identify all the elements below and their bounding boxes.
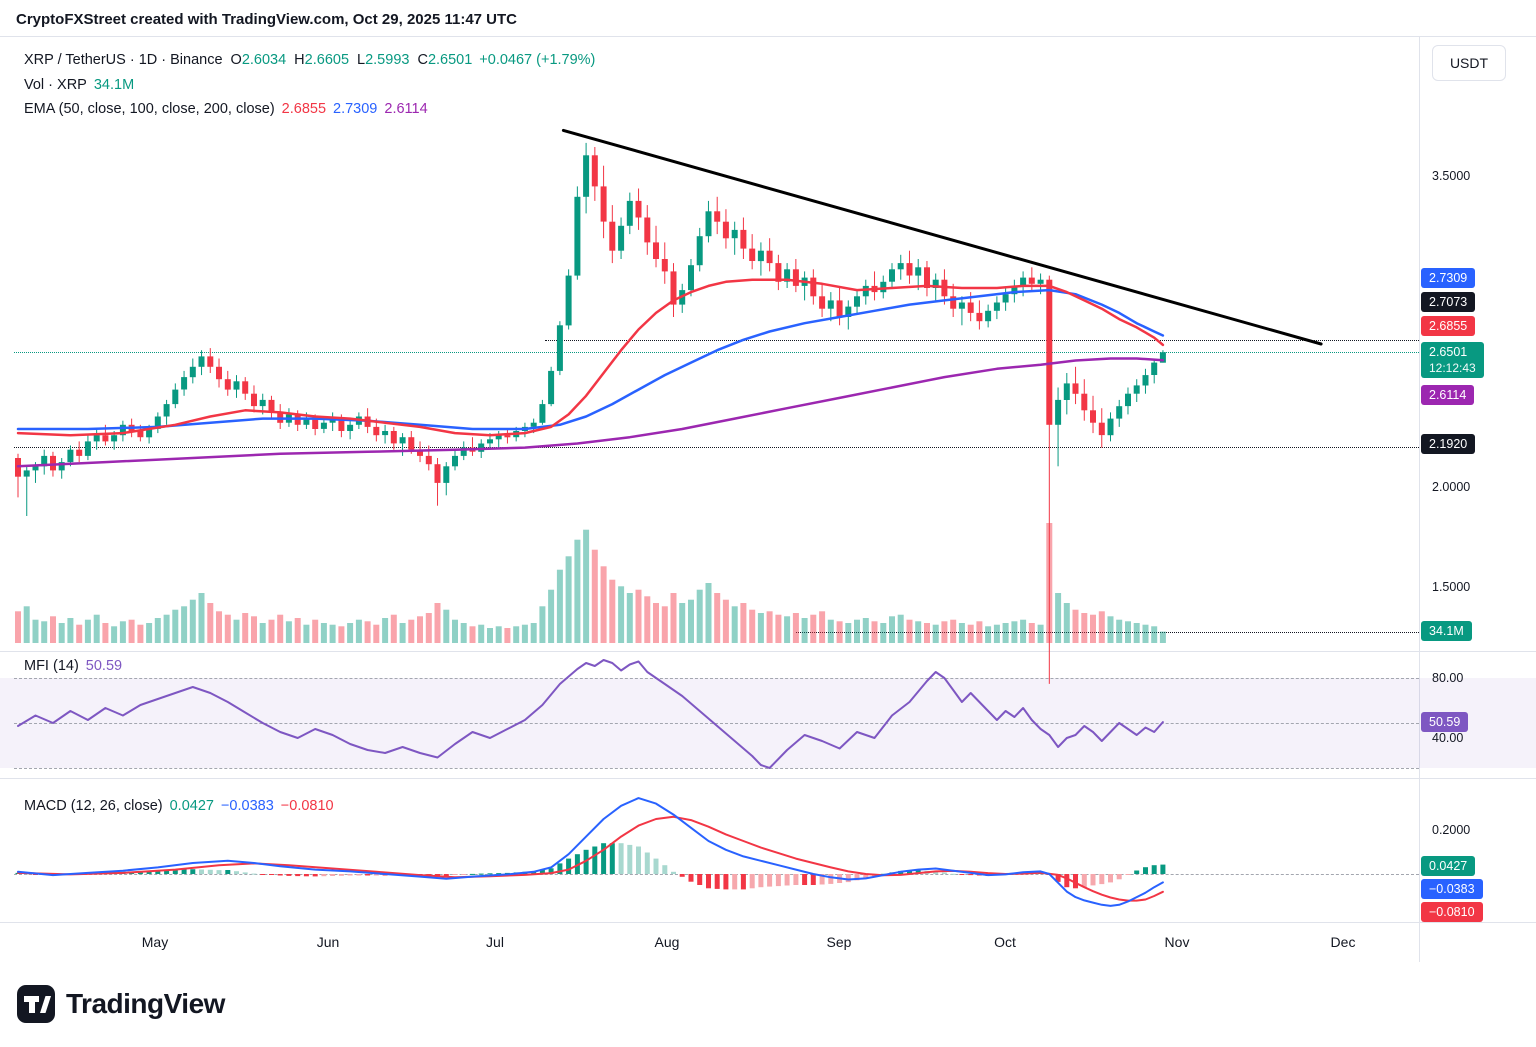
axis-tick-label: 80.00 <box>1432 671 1464 685</box>
change-value: +0.0467 (+1.79%) <box>479 52 596 68</box>
month-label: Jun <box>316 934 340 950</box>
pane-separator <box>0 922 1536 923</box>
ema100-value: 2.7309 <box>333 101 378 117</box>
month-label: Jul <box>486 934 504 950</box>
macd-line-value: −0.0383 <box>220 798 274 814</box>
tradingview-logo-icon <box>17 985 55 1023</box>
symbol-title: XRP / TetherUS · 1D · Binance <box>24 52 223 68</box>
low-value: 2.5993 <box>365 52 410 68</box>
axis-tick-label: 1.5000 <box>1432 580 1471 594</box>
month-label: Sep <box>826 934 852 950</box>
mfi-legend[interactable]: MFI (14) 50.59 <box>24 658 122 674</box>
price-badge: 2.1920 <box>1421 434 1476 454</box>
price-badge: −0.0383 <box>1421 879 1483 899</box>
ema200-value: 2.6114 <box>384 101 428 117</box>
month-label: Aug <box>654 934 680 950</box>
price-badge: 0.0427 <box>1421 856 1476 876</box>
price-badge: 2.6855 <box>1421 316 1476 336</box>
tradingview-logo-text: TradingView <box>66 988 225 1019</box>
price-badge: 2.7073 <box>1421 292 1476 312</box>
open-label: O <box>230 52 242 68</box>
axis-tick-label: 2.0000 <box>1432 480 1471 494</box>
close-value: 2.6501 <box>427 52 473 68</box>
price-badge: 2.6501 12:12:43 <box>1421 342 1484 378</box>
macd-hist-value: 0.0427 <box>169 798 214 814</box>
mfi-guide-line <box>14 768 1419 769</box>
month-label: May <box>141 934 169 950</box>
mfi-guide-line <box>14 678 1419 679</box>
ema-legend[interactable]: EMA (50, close, 100, close, 200, close) 2… <box>24 101 428 117</box>
mfi-label: MFI (14) <box>24 658 79 674</box>
tradingview-logo-link[interactable]: TradingView <box>16 984 225 1024</box>
price-badge: −0.0810 <box>1421 902 1483 922</box>
volume-level-line <box>796 631 1419 633</box>
open-value: 2.6034 <box>241 52 287 68</box>
volume-legend[interactable]: Vol · XRP 34.1M <box>24 77 134 93</box>
mfi-guide-line <box>14 723 1419 724</box>
price-level-line[interactable] <box>545 340 1419 342</box>
volume-value: 34.1M <box>93 77 135 93</box>
chart-canvas[interactable] <box>0 36 1419 962</box>
pane-separator[interactable] <box>0 778 1536 779</box>
price-badge: 34.1M <box>1421 621 1472 641</box>
price-level-line[interactable] <box>14 447 1419 449</box>
price-badge: 2.6114 <box>1421 385 1475 405</box>
macd-legend[interactable]: MACD (12, 26, close) 0.0427 −0.0383 −0.0810 <box>24 798 334 814</box>
high-label: H <box>294 52 305 68</box>
volume-label: Vol · XRP <box>24 77 87 93</box>
axis-tick-label: 40.00 <box>1432 731 1464 745</box>
month-label: Oct <box>994 934 1016 950</box>
price-scale[interactable]: USDT 3.5000 2.0000 1.5000 80.00 40.00 0.2000 2… <box>1419 36 1536 962</box>
price-scale-separator <box>1419 36 1420 962</box>
symbol-legend[interactable]: XRP / TetherUS · 1D · Binance O2.6034 H2.6… <box>24 52 595 68</box>
month-label: Nov <box>1164 934 1190 950</box>
attribution-text: CryptoFXStreet created with TradingView.… <box>16 11 518 28</box>
currency-toggle-button[interactable]: USDT <box>1432 45 1506 81</box>
price-level-line[interactable] <box>14 352 1419 354</box>
axis-tick-label: 3.5000 <box>1432 169 1471 183</box>
bar-countdown: 12:12:43 <box>1429 361 1476 375</box>
price-badge: 2.7309 <box>1421 268 1476 288</box>
pane-separator[interactable] <box>0 651 1536 652</box>
time-axis[interactable]: May Jun Jul Aug Sep Oct Nov Dec <box>0 922 1419 962</box>
macd-label: MACD (12, 26, close) <box>24 798 163 814</box>
ema-label: EMA (50, close, 100, close, 200, close) <box>24 101 275 117</box>
axis-tick-label: 0.2000 <box>1432 823 1471 837</box>
mfi-value: 50.59 <box>85 658 123 674</box>
low-label: L <box>357 52 366 68</box>
footer: TradingView <box>0 962 1536 1047</box>
price-badge: 50.59 <box>1421 712 1469 732</box>
close-label: C <box>417 52 428 68</box>
high-value: 2.6605 <box>304 52 350 68</box>
macd-signal-value: −0.0810 <box>280 798 334 814</box>
pane-separator <box>0 36 1536 37</box>
month-label: Dec <box>1330 934 1356 950</box>
ema50-value: 2.6855 <box>281 101 327 117</box>
